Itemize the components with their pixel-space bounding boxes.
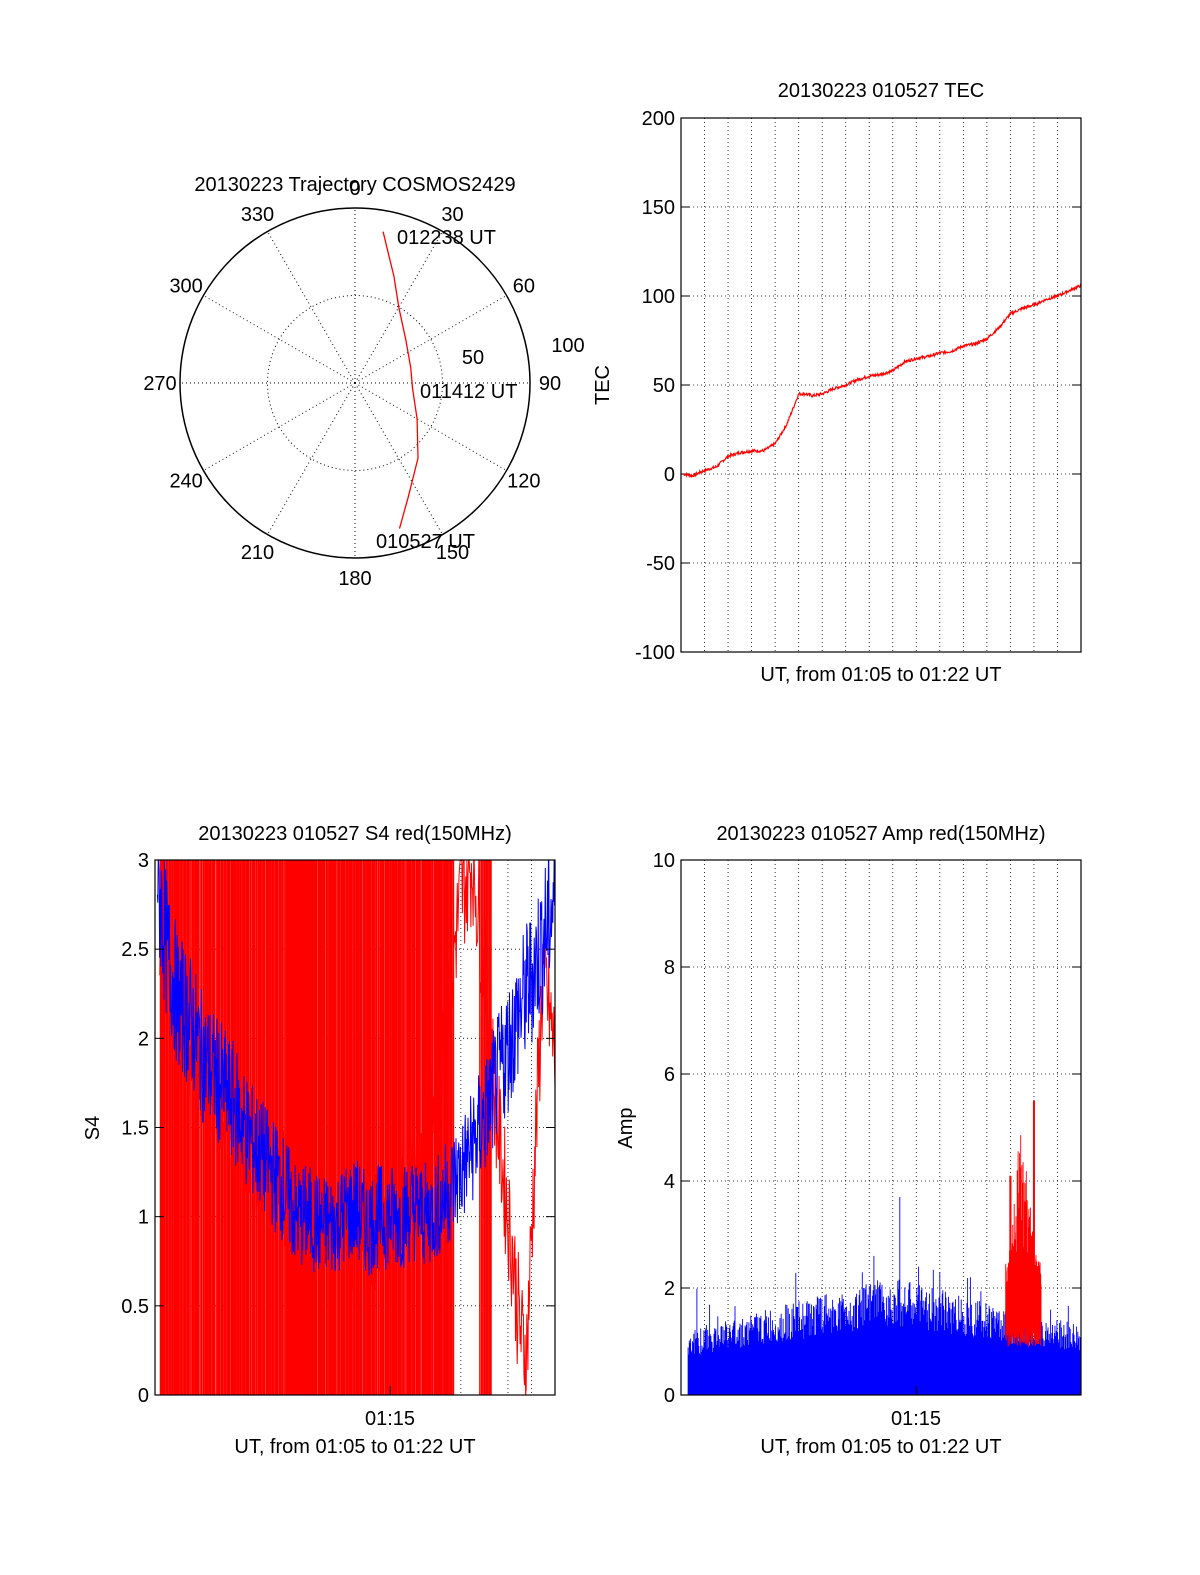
amp-red-series-bars bbox=[1005, 1100, 1042, 1347]
polar-spoke bbox=[267, 382, 356, 535]
tec-axes-frame bbox=[680, 117, 1082, 653]
polar-angle-label: 120 bbox=[507, 471, 540, 493]
s4-ylabel: S4 bbox=[82, 1116, 104, 1140]
trajectory-title: 20130223 Trajectory COSMOS2429 bbox=[194, 174, 515, 196]
s4-xlabel: UT, from 01:05 to 01:22 UT bbox=[234, 1436, 475, 1458]
polar-spoke bbox=[267, 231, 356, 384]
amp-blue-series-bars bbox=[687, 1197, 1082, 1395]
polar-angle-label: 210 bbox=[241, 542, 274, 564]
tec-ytick-label: -100 bbox=[635, 642, 675, 664]
trajectory-panel: 20130223 Trajectory COSMOS2429 0 30 60 90 12… bbox=[143, 174, 584, 590]
polar-angle-label: 150 bbox=[436, 542, 469, 564]
s4-ytick-label: 0 bbox=[138, 1385, 149, 1407]
amp-ytick-label: 10 bbox=[653, 850, 675, 872]
polar-angle-label: 90 bbox=[539, 373, 561, 395]
amp-xtick-label: 01:15 bbox=[891, 1408, 941, 1430]
amp-grid bbox=[681, 860, 1081, 1395]
s4-ytick-label: 1 bbox=[138, 1207, 149, 1229]
polar-angle-label: 270 bbox=[143, 373, 176, 395]
tec-xlabel: UT, from 01:05 to 01:22 UT bbox=[760, 664, 1001, 686]
s4-xtick-label: 01:15 bbox=[365, 1408, 415, 1430]
amp-ytick-label: 4 bbox=[664, 1171, 675, 1193]
trajectory-annotation-mid: 011412 UT bbox=[420, 381, 517, 403]
polar-angle-label: 30 bbox=[441, 204, 463, 226]
polar-angle-label: 240 bbox=[169, 471, 202, 493]
tec-ylabel: TEC bbox=[592, 365, 614, 405]
polar-angle-label: 180 bbox=[338, 568, 371, 590]
s4-title: 20130223 010527 S4 red(150MHz) bbox=[198, 823, 512, 845]
trajectory-radial-label-100: 100 bbox=[551, 335, 584, 357]
amp-xlabel: UT, from 01:05 to 01:22 UT bbox=[760, 1436, 1001, 1458]
trajectory-angle-labels: 0 30 60 90 120 150 180 210 240 270 300 330 bbox=[143, 178, 561, 590]
polar-spoke bbox=[354, 295, 507, 384]
s4-ytick-label: 0.5 bbox=[121, 1296, 149, 1318]
s4-y-ticks: 0 0.5 1 1.5 2 2.5 3 bbox=[121, 850, 555, 1407]
amp-ytick-label: 0 bbox=[664, 1385, 675, 1407]
amp-ylabel: Amp bbox=[615, 1107, 637, 1148]
s4-axes-frame bbox=[154, 859, 556, 1396]
amp-ytick-label: 6 bbox=[664, 1064, 675, 1086]
polar-angle-label: 300 bbox=[169, 276, 202, 298]
polar-angle-label: 0 bbox=[349, 178, 360, 200]
tec-ytick-label: 50 bbox=[653, 375, 675, 397]
tec-ytick-label: 100 bbox=[642, 286, 675, 308]
tec-ytick-label: -50 bbox=[646, 553, 675, 575]
tec-ytick-label: 150 bbox=[642, 197, 675, 219]
trajectory-radial-label-50: 50 bbox=[462, 347, 484, 369]
s4-ytick-label: 3 bbox=[138, 850, 149, 872]
polar-outer-circle bbox=[179, 207, 531, 559]
amp-panel: 20130223 010527 Amp red(150MHz) 0246810 … bbox=[615, 823, 1082, 1458]
s4-blue-series-line bbox=[156, 859, 556, 1276]
amp-axes-frame bbox=[680, 859, 1082, 1396]
trajectory-polar-grid bbox=[179, 207, 531, 559]
trajectory-annotation-start: 010527 UT bbox=[376, 531, 475, 553]
amp-ytick-label: 2 bbox=[664, 1278, 675, 1300]
amp-ytick-label: 8 bbox=[664, 957, 675, 979]
tec-ytick-label: 0 bbox=[664, 464, 675, 486]
tec-title: 20130223 010527 TEC bbox=[778, 80, 984, 102]
amp-title: 20130223 010527 Amp red(150MHz) bbox=[716, 823, 1045, 845]
s4-ytick-label: 2.5 bbox=[121, 939, 149, 961]
s4-panel: 20130223 010527 S4 red(150MHz) 0 0.5 1 1.5 2… bbox=[82, 823, 556, 1458]
tec-grid bbox=[681, 118, 1081, 652]
tec-ytick-label: 200 bbox=[642, 108, 675, 130]
s4-ytick-label: 2 bbox=[138, 1028, 149, 1050]
trajectory-series-line bbox=[382, 231, 419, 529]
s4-ytick-label: 1.5 bbox=[121, 1118, 149, 1140]
polar-inner-circle bbox=[267, 295, 443, 471]
polar-angle-label: 330 bbox=[241, 204, 274, 226]
tec-series-line bbox=[683, 283, 1082, 479]
tec-panel: 20130223 010527 TEC -100-50050100150200 … bbox=[592, 80, 1082, 686]
polar-spoke bbox=[354, 382, 443, 535]
polar-angle-label: 60 bbox=[513, 276, 535, 298]
tec-y-ticks: -100 -50 0 50 100 150 200 bbox=[635, 108, 1081, 664]
trajectory-annotation-end: 012238 UT bbox=[397, 227, 496, 249]
